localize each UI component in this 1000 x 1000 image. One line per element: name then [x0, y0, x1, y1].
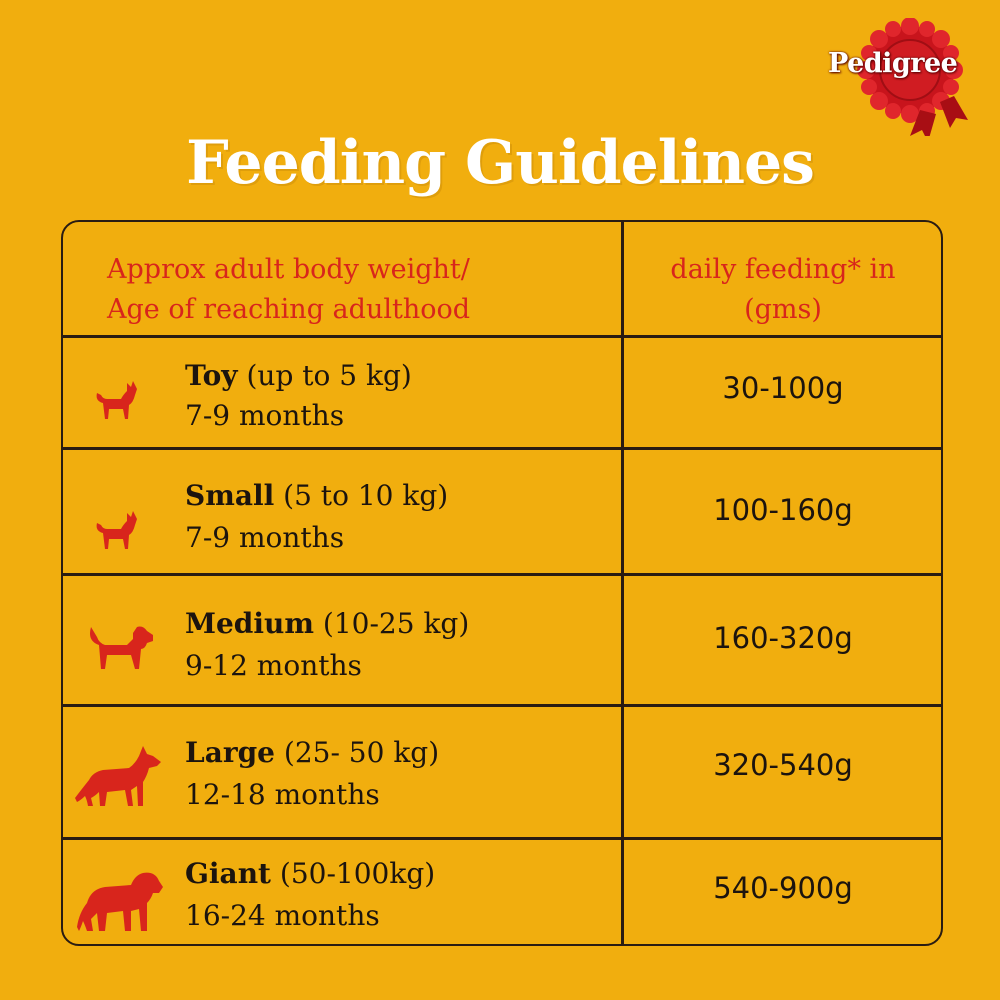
size-name: Large — [185, 736, 275, 769]
feeding-table: Approx adult body weight/ Age of reachin… — [61, 220, 943, 946]
page-title: Feeding Guidelines — [186, 128, 815, 198]
age-text: 7-9 months — [185, 399, 345, 432]
row-divider — [63, 447, 941, 450]
age-text: 16-24 months — [185, 899, 380, 932]
feeding-amount: 540-900g — [713, 871, 853, 905]
size-weight: (10-25 kg) — [322, 607, 470, 640]
table-row: Small (5 to 10 kg) 7-9 months 100-160g — [63, 449, 941, 573]
header-body-weight: Approx adult body weight/ Age of reachin… — [107, 250, 587, 330]
column-divider — [621, 222, 624, 944]
row-divider — [63, 573, 941, 576]
feeding-amount: 320-540g — [713, 748, 853, 782]
feeding-amount: 100-160g — [713, 493, 853, 527]
feeding-amount: 160-320g — [713, 621, 853, 655]
table-row: Toy (up to 5 kg) 7-9 months 30-100g — [63, 337, 941, 447]
age-text: 9-12 months — [185, 649, 362, 682]
size-weight: (5 to 10 kg) — [283, 479, 449, 512]
table-row: Giant (50-100kg) 16-24 months 540-900g — [63, 839, 941, 946]
logo-text: Pedigree — [828, 48, 958, 79]
pedigree-logo: Pedigree — [818, 17, 968, 142]
age-text: 12-18 months — [185, 778, 380, 811]
size-name: Giant — [185, 857, 271, 890]
size-name: Toy — [185, 359, 238, 392]
size-name: Small — [185, 479, 275, 512]
medium-dog-icon — [90, 626, 153, 669]
rosette-icon — [857, 17, 968, 142]
header-left-line2: Age of reaching adulthood — [107, 294, 470, 325]
table-row: Medium (10-25 kg) 9-12 months 160-320g — [63, 575, 941, 704]
toy-dog-icon — [96, 381, 137, 419]
feeding-amount: 30-100g — [722, 371, 844, 405]
row-divider — [63, 837, 941, 840]
table-row: Large (25- 50 kg) 12-18 months 320-540g — [63, 706, 941, 837]
row-divider — [63, 704, 941, 707]
size-weight: (up to 5 kg) — [246, 359, 412, 392]
size-weight: (50-100kg) — [279, 857, 436, 890]
size-weight: (25- 50 kg) — [283, 736, 440, 769]
small-dog-icon — [96, 511, 137, 549]
size-name: Medium — [185, 607, 315, 640]
row-divider — [63, 335, 941, 338]
header-left-line1: Approx adult body weight/ — [107, 254, 470, 285]
giant-dog-icon — [77, 872, 163, 931]
header-right-line1: daily feeding* in — [670, 254, 896, 285]
header-right-line2: (gms) — [744, 294, 822, 325]
header-daily-feeding: daily feeding* in (gms) — [623, 250, 943, 330]
large-dog-icon — [75, 746, 161, 806]
age-text: 7-9 months — [185, 521, 345, 554]
